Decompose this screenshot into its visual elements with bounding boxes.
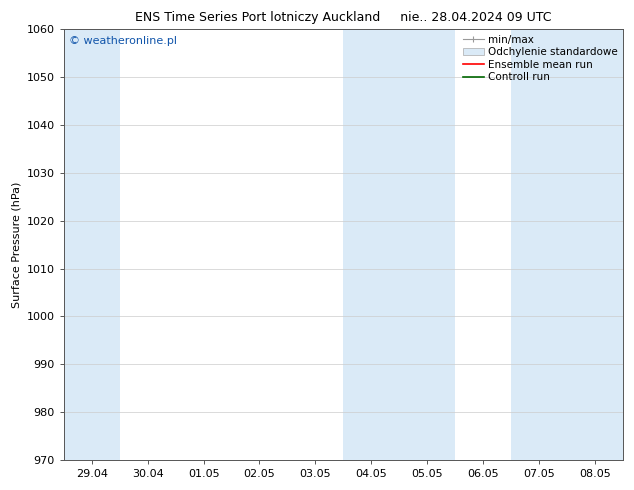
Y-axis label: Surface Pressure (hPa): Surface Pressure (hPa)	[11, 181, 21, 308]
Text: © weatheronline.pl: © weatheronline.pl	[69, 36, 178, 46]
Legend: min/max, Odchylenie standardowe, Ensemble mean run, Controll run: min/max, Odchylenie standardowe, Ensembl…	[461, 32, 620, 85]
Title: ENS Time Series Port lotniczy Auckland     nie.. 28.04.2024 09 UTC: ENS Time Series Port lotniczy Auckland n…	[135, 11, 552, 24]
Bar	[64, 29, 120, 460]
Bar	[344, 29, 455, 460]
Bar	[511, 29, 623, 460]
